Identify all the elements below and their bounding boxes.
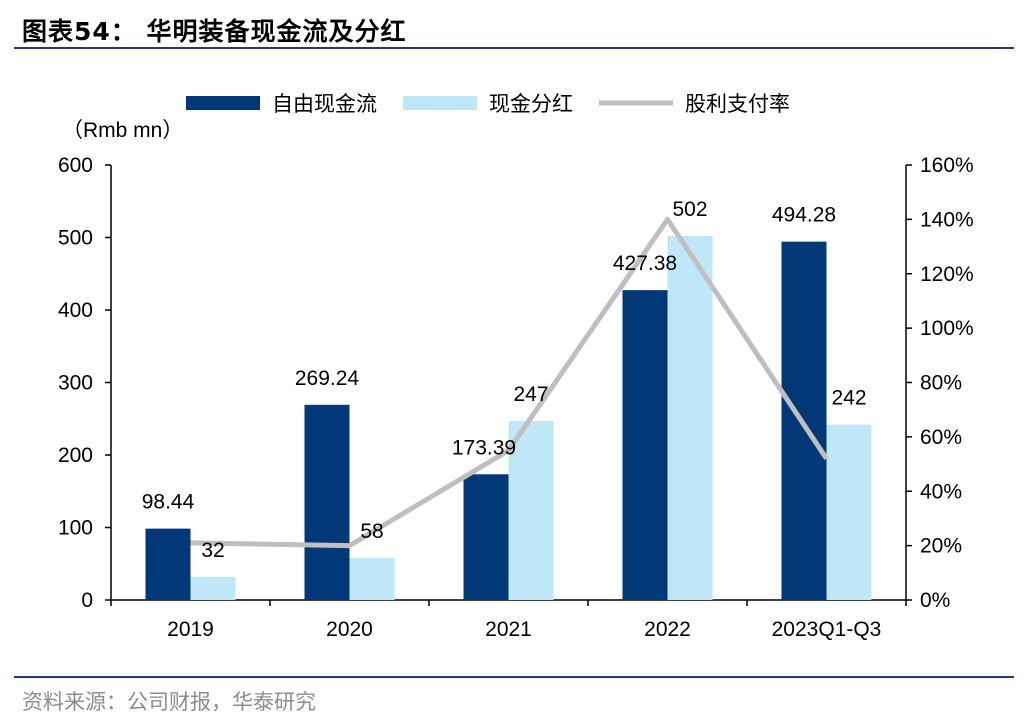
y-tick-label-left: 600 xyxy=(58,154,93,177)
chart-title: 图表54： 华明装备现金流及分红 xyxy=(22,17,407,46)
y-tick-label-right: 40% xyxy=(920,480,962,503)
x-tick-label: 2020 xyxy=(326,618,373,641)
bar-label-0-2: 173.39 xyxy=(452,436,516,459)
x-tick-label: 2021 xyxy=(485,618,532,641)
y-tick-label-right: 0% xyxy=(920,589,950,612)
bar-label-1-2: 247 xyxy=(513,383,548,406)
legend-label-0: 自由现金流 xyxy=(272,93,377,116)
x-tick-label: 2022 xyxy=(644,618,691,641)
y-tick-label-left: 500 xyxy=(58,227,93,250)
bar-label-1-1: 58 xyxy=(360,520,383,543)
x-tick-label: 2023Q1-Q3 xyxy=(772,618,882,641)
chart-axes: 0 100 200 300 400 500 600 0% 20% 40% 60% 80% 100% 120… xyxy=(58,119,974,641)
y-tick-label-left: 200 xyxy=(58,444,93,467)
bar-label-0-1: 269.24 xyxy=(295,367,360,390)
bar-label-0-3: 427.38 xyxy=(613,252,677,275)
bar-0-3 xyxy=(622,290,668,600)
bar-0-2 xyxy=(463,474,509,600)
y-tick-label-right: 80% xyxy=(920,372,962,395)
bar-label-1-4: 242 xyxy=(831,387,866,410)
chart-data-labels: 98.44 269.24 173.39 427.38 494.28 32 58 247 502 2… xyxy=(142,198,867,562)
bar-1-4 xyxy=(826,424,872,600)
y-tick-label-left: 400 xyxy=(58,299,93,322)
title-rule xyxy=(14,47,1014,49)
chart-line xyxy=(190,216,829,549)
x-tick-label: 2019 xyxy=(167,618,214,641)
bar-0-0 xyxy=(145,528,191,600)
y-tick-label-right: 60% xyxy=(920,426,962,449)
bar-1-3 xyxy=(667,236,713,601)
legend-label-2: 股利支付率 xyxy=(685,93,790,116)
legend-swatch-0 xyxy=(186,96,260,110)
bar-1-0 xyxy=(190,576,236,600)
y-tick-label-right: 140% xyxy=(920,208,974,231)
legend-label-1: 现金分红 xyxy=(489,93,573,116)
legend-swatch-1 xyxy=(403,96,477,110)
bar-label-1-0: 32 xyxy=(201,539,224,562)
y-tick-label-right: 20% xyxy=(920,535,962,558)
y-tick-label-left: 0 xyxy=(81,589,93,612)
bar-1-1 xyxy=(349,557,395,600)
bar-label-1-3: 502 xyxy=(672,198,707,221)
chart-legend: 自由现金流 现金分红 股利支付率 xyxy=(186,93,790,116)
y-tick-label-left: 300 xyxy=(58,372,93,395)
y-tick-label-left: 100 xyxy=(58,517,93,540)
bar-0-1 xyxy=(304,404,350,600)
bar-label-0-0: 98.44 xyxy=(142,491,195,514)
source-note: 资料来源：公司财报，华泰研究 xyxy=(22,690,316,714)
bar-1-2 xyxy=(508,420,554,600)
y-tick-label-right: 100% xyxy=(920,317,974,340)
y-tick-label-right: 120% xyxy=(920,263,974,286)
y-tick-label-right: 160% xyxy=(920,154,974,177)
y-unit-label: （Rmb mn） xyxy=(62,119,183,142)
payout-ratio-line xyxy=(190,216,829,549)
chart-bars xyxy=(145,236,872,601)
bar-label-0-4: 494.28 xyxy=(772,204,836,227)
source-rule xyxy=(14,676,1014,678)
